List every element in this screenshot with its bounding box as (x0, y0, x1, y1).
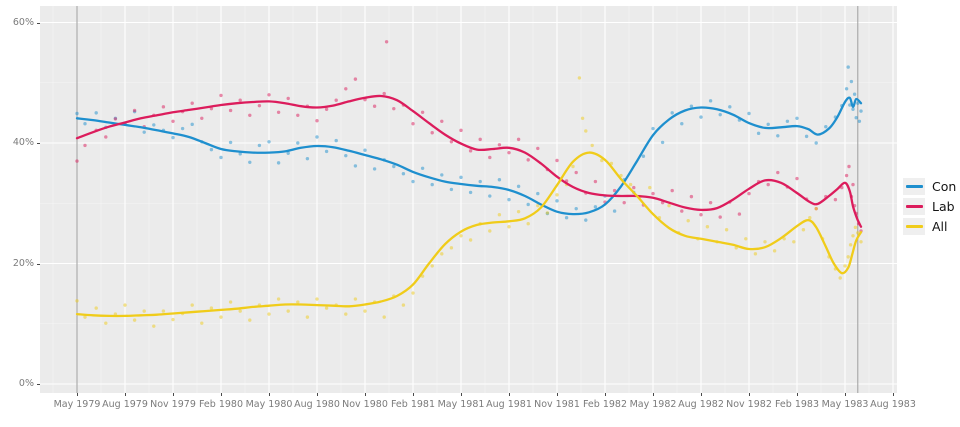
x-tick-mark (413, 393, 414, 396)
x-tick-label: Nov 1979 (150, 399, 196, 410)
x-tick-label: Feb 1980 (198, 399, 244, 410)
x-tick-mark (701, 393, 702, 396)
x-tick-mark (893, 393, 894, 396)
x-tick-label: Aug 1981 (486, 399, 532, 410)
x-tick-mark (557, 393, 558, 396)
x-tick-label: Feb 1982 (582, 399, 628, 410)
x-tick-label: May 1980 (245, 399, 293, 410)
x-tick-label: Nov 1981 (534, 399, 580, 410)
lab-line-swatch (905, 204, 923, 208)
x-tick-label: May 1983 (821, 399, 869, 410)
smooth-line-lab (75, 94, 863, 228)
x-tick-mark (173, 393, 174, 396)
x-tick-label: Aug 1982 (678, 399, 724, 410)
x-tick-mark (269, 393, 270, 396)
x-tick-label: Nov 1980 (342, 399, 388, 410)
y-tick-mark (36, 384, 40, 385)
smooth-line-con (75, 96, 863, 216)
x-tick-label: Aug 1979 (102, 399, 148, 410)
legend-label-con: Con (932, 178, 957, 194)
y-tick-mark (36, 143, 40, 144)
x-tick-mark (221, 393, 222, 396)
points-con (75, 65, 863, 222)
legend-item-all: All (903, 216, 956, 236)
x-tick-label: Feb 1981 (390, 399, 436, 410)
x-tick-mark (797, 393, 798, 396)
smooth-line-all (75, 151, 863, 318)
x-tick-label: Aug 1983 (870, 399, 916, 410)
x-tick-mark (653, 393, 654, 396)
y-tick-label: 20% (12, 257, 34, 269)
y-tick-label: 40% (12, 137, 34, 148)
y-tick-mark (36, 263, 40, 265)
x-tick-mark (317, 393, 318, 396)
x-tick-label: Feb 1983 (774, 399, 820, 410)
plot-panel (40, 6, 897, 393)
y-tick-label: 0% (18, 378, 34, 389)
legend-key-all (903, 217, 925, 235)
y-tick-mark (36, 22, 40, 24)
legend-label-lab: Lab (932, 198, 955, 214)
x-tick-mark (365, 393, 366, 396)
x-tick-mark (77, 393, 78, 396)
x-tick-label: Nov 1982 (726, 399, 772, 410)
x-tick-mark (749, 393, 750, 396)
points-all (75, 76, 863, 328)
legend: Con Lab All (903, 176, 956, 236)
x-tick-mark (605, 393, 606, 396)
x-tick-label: Aug 1980 (294, 399, 340, 410)
x-tick-label: May 1979 (53, 399, 101, 410)
legend-item-con: Con (903, 176, 956, 196)
x-tick-mark (461, 393, 462, 396)
x-tick-mark (845, 393, 846, 396)
y-tick-label: 60% (12, 16, 34, 28)
legend-label-all: All (932, 218, 948, 234)
legend-item-lab: Lab (903, 196, 956, 216)
x-tick-mark (125, 393, 126, 396)
x-tick-label: May 1982 (629, 399, 677, 410)
x-tick-mark (509, 393, 510, 396)
plot-canvas (40, 6, 897, 393)
points-lab (75, 40, 863, 233)
legend-key-con (903, 177, 925, 195)
con-line-swatch (905, 184, 923, 188)
x-tick-label: May 1981 (437, 399, 485, 410)
all-line-swatch (905, 224, 923, 228)
legend-key-lab (903, 197, 925, 215)
